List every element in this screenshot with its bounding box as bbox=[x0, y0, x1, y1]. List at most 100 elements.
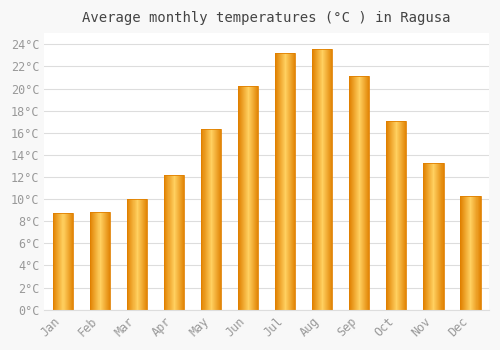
Bar bbox=[353, 76, 354, 310]
Bar bbox=[466, 196, 467, 310]
Bar bbox=[176, 175, 177, 310]
Bar bbox=[164, 175, 165, 310]
Bar bbox=[286, 53, 287, 310]
Bar bbox=[363, 76, 364, 310]
Bar bbox=[394, 121, 395, 310]
Bar bbox=[135, 199, 136, 310]
Bar bbox=[387, 121, 388, 310]
Bar bbox=[91, 212, 92, 310]
Bar bbox=[403, 121, 404, 310]
Bar bbox=[248, 86, 249, 310]
Bar bbox=[317, 49, 318, 310]
Bar bbox=[55, 214, 56, 310]
Bar bbox=[108, 212, 109, 310]
Bar bbox=[174, 175, 175, 310]
Bar bbox=[92, 212, 93, 310]
Bar bbox=[316, 49, 317, 310]
Bar bbox=[242, 86, 243, 310]
Bar bbox=[209, 130, 210, 310]
Bar bbox=[104, 212, 105, 310]
Bar bbox=[252, 86, 254, 310]
Bar bbox=[401, 121, 402, 310]
Bar bbox=[279, 53, 280, 310]
Bar bbox=[356, 76, 357, 310]
Bar bbox=[358, 76, 359, 310]
Bar bbox=[440, 163, 441, 310]
Bar bbox=[288, 53, 289, 310]
Bar bbox=[201, 130, 202, 310]
Bar bbox=[391, 121, 392, 310]
Bar bbox=[479, 196, 480, 310]
Bar bbox=[275, 53, 276, 310]
Bar bbox=[290, 53, 291, 310]
Bar bbox=[215, 130, 216, 310]
Bar bbox=[70, 214, 71, 310]
Bar bbox=[166, 175, 167, 310]
Bar bbox=[321, 49, 322, 310]
Bar bbox=[141, 199, 142, 310]
Bar bbox=[56, 214, 57, 310]
Bar bbox=[221, 130, 222, 310]
Bar bbox=[284, 53, 285, 310]
Bar bbox=[324, 49, 325, 310]
Bar bbox=[293, 53, 294, 310]
Bar bbox=[361, 76, 362, 310]
Bar bbox=[404, 121, 405, 310]
Bar bbox=[171, 175, 172, 310]
Bar bbox=[328, 49, 329, 310]
Bar bbox=[478, 196, 479, 310]
Bar bbox=[369, 76, 370, 310]
Bar bbox=[59, 214, 60, 310]
Bar bbox=[130, 199, 131, 310]
Bar bbox=[397, 121, 398, 310]
Bar bbox=[250, 86, 251, 310]
Bar bbox=[468, 196, 469, 310]
Bar bbox=[355, 76, 356, 310]
Bar bbox=[275, 53, 295, 310]
Bar bbox=[251, 86, 252, 310]
Bar bbox=[202, 130, 203, 310]
Bar bbox=[101, 212, 102, 310]
Bar bbox=[318, 49, 319, 310]
Bar bbox=[325, 49, 326, 310]
Bar bbox=[175, 175, 176, 310]
Bar bbox=[183, 175, 184, 310]
Bar bbox=[467, 196, 468, 310]
Bar bbox=[464, 196, 465, 310]
Bar bbox=[329, 49, 330, 310]
Bar bbox=[245, 86, 246, 310]
Bar bbox=[205, 130, 206, 310]
Bar bbox=[294, 53, 295, 310]
Bar bbox=[392, 121, 393, 310]
Bar bbox=[170, 175, 171, 310]
Bar bbox=[95, 212, 96, 310]
Bar bbox=[218, 130, 219, 310]
Bar bbox=[99, 212, 100, 310]
Bar bbox=[210, 130, 211, 310]
Bar bbox=[64, 214, 65, 310]
Bar bbox=[357, 76, 358, 310]
Bar bbox=[213, 130, 214, 310]
Bar bbox=[278, 53, 279, 310]
Bar bbox=[396, 121, 397, 310]
Bar bbox=[402, 121, 403, 310]
Bar bbox=[287, 53, 288, 310]
Bar bbox=[312, 49, 332, 310]
Bar bbox=[424, 163, 425, 310]
Bar bbox=[400, 121, 401, 310]
Bar bbox=[206, 130, 207, 310]
Bar bbox=[53, 214, 54, 310]
Bar bbox=[139, 199, 140, 310]
Bar bbox=[109, 212, 110, 310]
Bar bbox=[72, 214, 73, 310]
Bar bbox=[438, 163, 439, 310]
Bar bbox=[388, 121, 389, 310]
Bar bbox=[145, 199, 146, 310]
Bar bbox=[146, 199, 147, 310]
Bar bbox=[61, 214, 62, 310]
Bar bbox=[475, 196, 476, 310]
Bar bbox=[238, 86, 258, 310]
Bar bbox=[66, 214, 67, 310]
Bar bbox=[177, 175, 178, 310]
Bar bbox=[331, 49, 332, 310]
